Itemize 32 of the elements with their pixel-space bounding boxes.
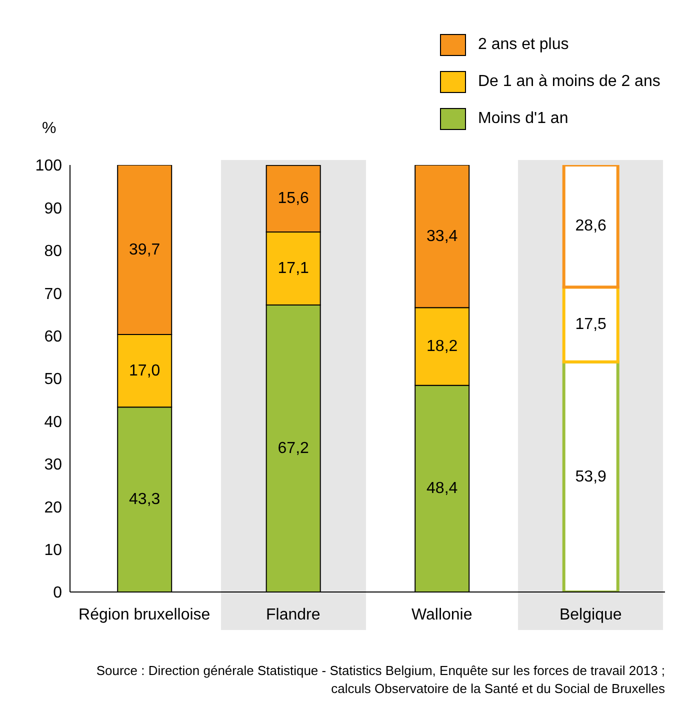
y-tick-label: 100 (35, 158, 62, 175)
x-tick-label: Wallonie (411, 606, 472, 624)
legend-label: 2 ans et plus (478, 36, 569, 54)
data-label: 48,4 (426, 480, 458, 498)
data-label: 17,5 (575, 316, 607, 333)
y-tick-label: 40 (44, 414, 62, 431)
data-label: 18,2 (426, 338, 458, 355)
y-tick-label: 60 (44, 328, 62, 346)
y-tick-label: 90 (44, 200, 62, 218)
data-label: 17,1 (278, 260, 310, 278)
data-label: 28,6 (575, 218, 607, 235)
data-label: 39,7 (129, 241, 160, 258)
y-tick-label: 50 (44, 371, 62, 388)
y-tick-label: 70 (44, 286, 62, 303)
legend-label: De 1 an à moins de 2 ans (478, 73, 660, 91)
source-note: Source : Direction générale Statistique - Statistics Belgium, Enquête sur les forces de travail 2013 ; calculs Observatoire de la Santé et du Social de Bruxelles (95, 662, 665, 698)
data-label: 15,6 (278, 190, 310, 208)
x-tick-label: Région bruxelloise (78, 606, 210, 624)
x-tick-label: Flandre (266, 606, 320, 624)
data-label: 43,3 (129, 491, 160, 508)
legend-label: Moins d'1 an (478, 110, 568, 128)
data-label: 67,2 (278, 440, 310, 458)
y-tick-label: 80 (44, 243, 62, 260)
y-tick-label: 30 (44, 456, 62, 474)
x-tick-label: Belgique (559, 606, 622, 624)
y-tick-label: 20 (44, 499, 62, 516)
y-tick-label: 0 (53, 584, 62, 602)
data-label: 53,9 (575, 468, 607, 486)
data-label: 17,0 (129, 362, 160, 380)
y-axis-title: % (42, 120, 56, 138)
data-label: 33,4 (426, 228, 458, 245)
y-tick-label: 10 (44, 542, 62, 559)
